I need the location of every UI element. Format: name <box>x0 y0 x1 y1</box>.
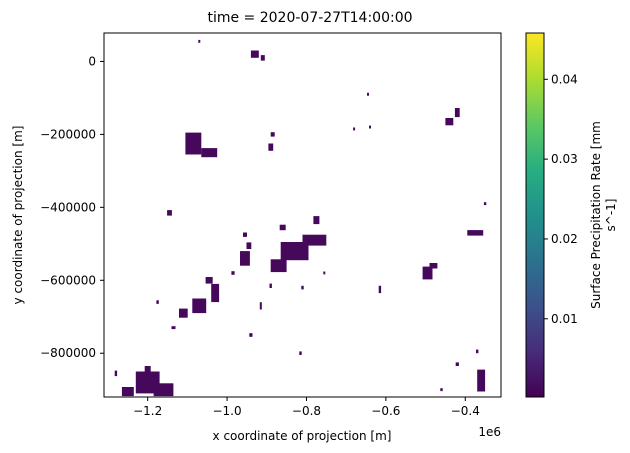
precip-cell <box>367 92 369 96</box>
plot-frame <box>103 32 502 398</box>
precip-cell <box>313 216 320 225</box>
x-tick-label: −1.0 <box>212 404 241 418</box>
precip-cell <box>323 271 326 275</box>
x-tick-label: −1.2 <box>133 404 162 418</box>
precip-cell <box>477 369 486 392</box>
precip-cell <box>299 351 302 355</box>
colorbar-label-line2: s^-1] <box>604 199 618 232</box>
precip-cell <box>179 308 188 318</box>
y-tick-label: −400000 <box>40 200 96 214</box>
plot-area <box>103 32 502 398</box>
x-tick-label: −0.6 <box>371 404 400 418</box>
precip-cell <box>198 39 201 43</box>
colorbar-label-line1: Surface Precipitation Rate [mm <box>589 121 603 309</box>
precip-cell <box>440 388 443 392</box>
precip-cell <box>483 202 487 206</box>
precip-cell <box>422 266 433 280</box>
precip-cell <box>114 370 118 377</box>
colorbar: 0.01 0.02 0.03 0.04 Surface Precipitation R… <box>525 32 618 398</box>
precip-cell <box>445 118 454 126</box>
precip-cell <box>249 333 253 337</box>
precip-cell <box>121 387 134 397</box>
y-tick-label: −200000 <box>40 127 96 141</box>
y-tick-label: 0 <box>88 54 96 68</box>
x-axis-label: x coordinate of projection [m] <box>213 429 392 443</box>
precip-cell <box>231 271 235 275</box>
precip-cell <box>378 285 382 294</box>
precip-cell <box>455 362 459 366</box>
x-tick-label: −0.4 <box>451 404 480 418</box>
colorbar-tick-label: 0.03 <box>551 152 578 166</box>
precip-cell <box>156 300 159 304</box>
colorbar-tick-label: 0.01 <box>551 312 578 326</box>
y-tick-label: −600000 <box>40 273 96 287</box>
precip-cell <box>279 224 286 231</box>
precip-cell <box>153 383 174 397</box>
precip-cell <box>240 251 250 266</box>
precip-cell <box>243 232 247 237</box>
precip-cell <box>260 55 265 61</box>
y-axis-ticks: 0 −200000 −400000 −600000 −800000 <box>40 54 104 360</box>
x-axis-ticks: −1.2 −1.0 −0.8 −0.6 −0.4 <box>133 397 480 418</box>
precip-cell <box>301 285 304 290</box>
precip-cell <box>192 298 207 314</box>
precip-cell <box>302 234 327 246</box>
y-tick-label: −800000 <box>40 346 96 360</box>
precip-cell <box>270 132 275 137</box>
chart-title: time = 2020-07-27T14:00:00 <box>207 10 412 26</box>
precip-cell <box>201 148 218 158</box>
precip-cell <box>246 242 252 249</box>
precip-cell <box>268 143 274 151</box>
precipitation-cells <box>114 39 487 397</box>
colorbar-tick-label: 0.04 <box>551 72 578 86</box>
colorbar-tick-label: 0.02 <box>551 232 578 246</box>
precip-cell <box>167 210 172 216</box>
precip-cell <box>171 326 176 330</box>
precip-cell <box>259 302 262 310</box>
precip-cell <box>185 132 202 155</box>
colorbar-ticks: 0.01 0.02 0.03 0.04 <box>544 72 578 326</box>
precip-cell <box>280 242 309 261</box>
precip-cell <box>144 366 151 374</box>
x-tick-label: −0.8 <box>292 404 321 418</box>
y-axis-label: y coordinate of projection [m] <box>11 126 25 305</box>
precip-cell <box>250 50 259 58</box>
precip-cell <box>369 125 371 129</box>
precip-cell <box>476 349 479 354</box>
precip-cell <box>454 108 460 118</box>
colorbar-gradient <box>525 32 545 398</box>
precip-cell <box>353 127 356 131</box>
precip-cell <box>429 263 438 269</box>
plot-background <box>104 33 501 397</box>
precip-cell <box>270 259 287 273</box>
x-offset-label: 1e6 <box>478 425 501 439</box>
precip-cell <box>205 277 213 284</box>
precip-cell <box>467 230 484 236</box>
precip-cell <box>211 283 220 303</box>
precip-cell <box>269 283 272 288</box>
